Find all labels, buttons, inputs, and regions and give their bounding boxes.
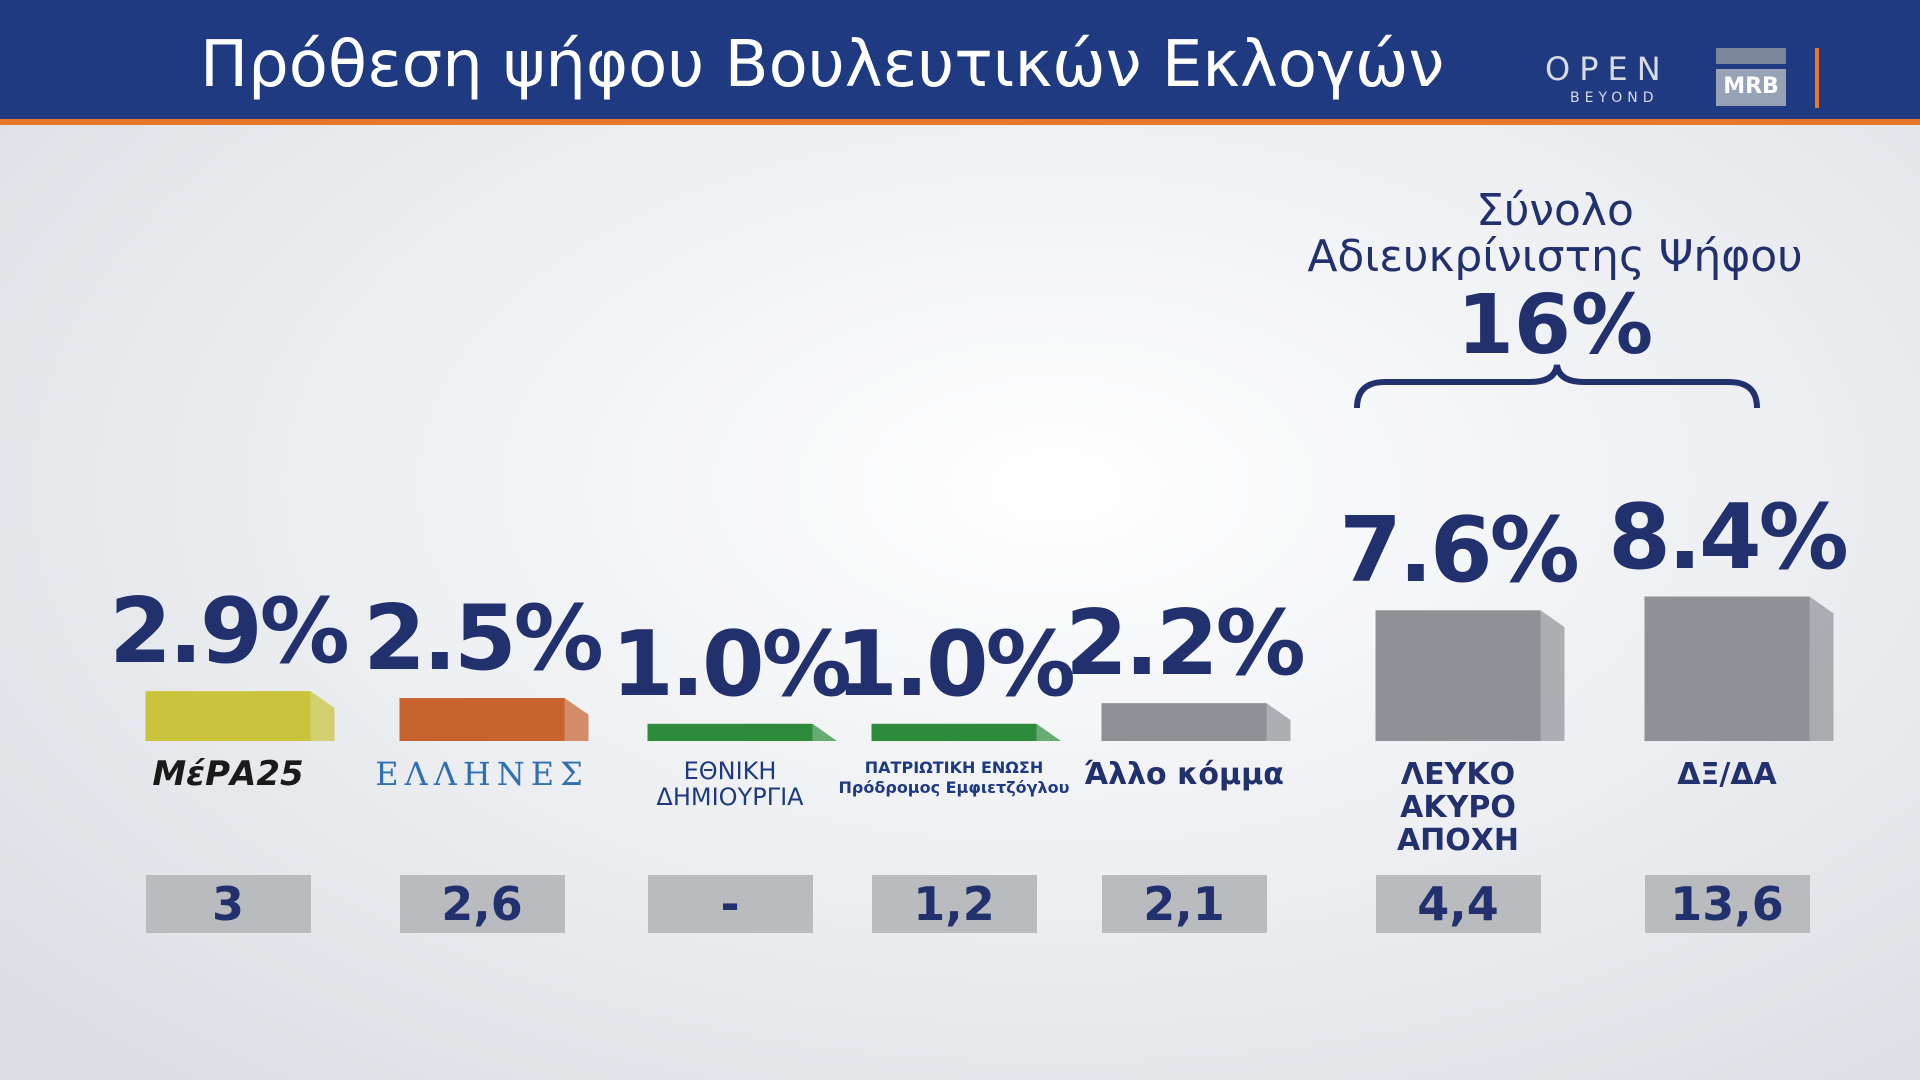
bar-side (310, 691, 335, 741)
separator (1815, 48, 1819, 108)
value-label: 8.4% (1608, 484, 1849, 590)
value-label: 2.2% (1065, 591, 1306, 697)
bar-side (1266, 703, 1291, 741)
bar-side (1809, 596, 1834, 741)
bar-side (812, 723, 837, 741)
annotation-value: 16% (1456, 278, 1654, 373)
logo-open: OPEN (1545, 50, 1670, 88)
category-label: ΜέΡΑ25 (152, 754, 304, 794)
value-label: 1.0% (835, 611, 1076, 717)
previous-value: 1,2 (871, 875, 1037, 933)
value-label: 7.6% (1339, 498, 1580, 604)
bar-side (1036, 723, 1061, 741)
previous-value: - (647, 875, 813, 933)
category-label: ΕΘΝΙΚΗ ΔΗΜΙΟΥΡΓΙΑ (656, 757, 804, 811)
previous-value: 2,1 (1101, 875, 1267, 933)
bar (1101, 703, 1267, 741)
previous-value: 2,6 (399, 875, 565, 933)
brace (1354, 364, 1760, 409)
bar (399, 698, 565, 741)
category-label: ΔΞ/ΔΑ (1677, 757, 1777, 792)
value-label: 2.5% (363, 586, 604, 691)
bar (145, 691, 311, 741)
category-label: ΕΛΛΗΝΕΣ (375, 755, 589, 793)
bar (871, 723, 1037, 741)
logo-beyond: BEYOND (1570, 90, 1659, 106)
previous-value: 13,6 (1644, 875, 1810, 933)
bar (647, 723, 813, 741)
previous-value: 4,4 (1375, 875, 1541, 933)
logo-mrb: MRB (1716, 48, 1786, 106)
bar-side (1540, 610, 1565, 741)
previous-value: 3 (145, 875, 311, 933)
bar-side (564, 698, 589, 741)
category-label: ΛΕΥΚΟ ΑΚΥΡΟ ΑΠΟΧΗ (1396, 757, 1520, 858)
value-label: 2.9% (109, 579, 350, 685)
title: Πρόθεση ψήφου Βουλευτικών Εκλογών (200, 28, 1445, 102)
bar (1375, 610, 1541, 741)
annotation-text: Σύνολο Αδιευκρίνιστης Ψήφου (1307, 185, 1803, 282)
category-label: ΠΑΤΡΙΩΤΙΚΗ ΕΝΩΣΗ Πρόδρομος Εμφιετζόγλου (838, 758, 1070, 797)
bar (1644, 596, 1810, 741)
value-label: 1.0% (611, 611, 852, 717)
header-band: Πρόθεση ψήφου Βουλευτικών Εκλογών OPEN B… (0, 0, 1920, 125)
category-label: Άλλο κόμμα (1084, 757, 1284, 792)
